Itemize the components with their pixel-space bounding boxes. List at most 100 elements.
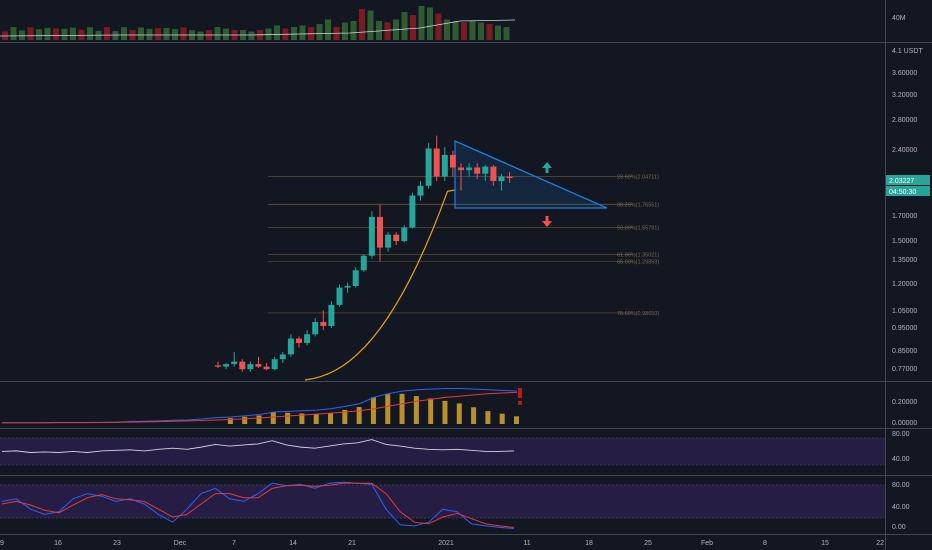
volume-bar xyxy=(36,29,42,40)
price-tick-label: 3.20000 xyxy=(892,92,917,99)
candle-body xyxy=(458,167,464,171)
candle-body xyxy=(417,185,424,196)
descending-triangle xyxy=(454,140,608,209)
macd-panel xyxy=(2,388,519,424)
candle-body xyxy=(441,154,448,177)
rsi-line xyxy=(1,439,515,453)
macd-hist-bar xyxy=(227,418,233,424)
volume-bar xyxy=(197,31,204,40)
macd-signal-line xyxy=(2,391,518,424)
volume-bar xyxy=(223,28,229,40)
macd-hist-bar xyxy=(242,416,248,424)
candle-body xyxy=(401,227,408,242)
macd-hist-bar xyxy=(270,412,276,424)
volume-bar xyxy=(350,21,357,40)
candle-body xyxy=(239,361,246,370)
candle-body xyxy=(360,255,367,271)
stoch-band xyxy=(0,485,885,518)
time-tick-label: Dec xyxy=(174,540,187,547)
volume-bar xyxy=(78,29,85,40)
countdown-tag: 04:50:30 xyxy=(886,186,930,196)
volume-bar xyxy=(61,28,68,40)
volume-bar xyxy=(325,19,331,40)
price-tick-label: 2.80000 xyxy=(892,117,917,124)
time-tick-label: 7 xyxy=(232,540,236,547)
price-axis: 40M 4.1 USDT 3.60000 3.20000 2.80000 2.4000… xyxy=(892,15,923,531)
candle-body xyxy=(247,364,254,370)
fib-label: 65.00%(1.29859) xyxy=(617,260,659,266)
macd-hist-bar xyxy=(413,396,419,424)
macd-hist-bar xyxy=(328,413,334,424)
price-tick-label: 0.95000 xyxy=(892,325,917,332)
alert-marker-icon xyxy=(518,388,522,405)
arrow-down-icon xyxy=(542,216,552,227)
volume-bar xyxy=(104,27,110,40)
volume-bar xyxy=(299,25,306,40)
volume-bar xyxy=(180,27,187,40)
candle-body xyxy=(490,166,497,182)
candle-body xyxy=(433,148,440,177)
volume-bar xyxy=(461,22,467,40)
candle-body xyxy=(368,216,375,256)
fib-label: 23.60%(2.04711) xyxy=(617,175,659,181)
time-tick-label: 11 xyxy=(523,540,530,547)
volume-bar xyxy=(410,15,416,40)
macd-hist-bar xyxy=(370,397,376,424)
stoch-tick-label: 40.00 xyxy=(892,504,910,511)
macd-hist-bar xyxy=(299,413,305,424)
time-axis: 9 16 23 Dec 7 14 21 2021 11 18 25 Feb 8 15 22 xyxy=(0,540,884,547)
triangle-resistance-line xyxy=(454,140,608,209)
rsi-panel xyxy=(1,439,515,453)
volume-bar xyxy=(342,22,348,40)
macd-tick-label: 0.20000 xyxy=(892,399,917,406)
price-tick-label: 2.40000 xyxy=(892,147,917,154)
volume-bar xyxy=(10,27,17,40)
volume-bar xyxy=(291,27,297,40)
price-tick-label: 1.20000 xyxy=(892,281,917,288)
macd-hist-bar xyxy=(514,416,519,424)
candle-body xyxy=(344,285,351,288)
time-tick-label: 21 xyxy=(348,540,356,547)
candle-body xyxy=(287,338,294,355)
volume-bar xyxy=(401,12,408,40)
stoch-tick-label: 80.00 xyxy=(892,482,910,489)
time-tick-label: 25 xyxy=(644,540,652,547)
rsi-band xyxy=(0,438,885,465)
volume-bar xyxy=(376,21,382,40)
time-tick-label: 23 xyxy=(113,540,121,547)
volume-bar xyxy=(452,21,459,40)
volume-bar xyxy=(214,27,221,40)
volume-bar xyxy=(163,28,170,40)
volume-bar xyxy=(146,28,153,40)
volume-bar xyxy=(155,28,161,40)
volume-bars xyxy=(0,6,516,40)
candle-body xyxy=(231,361,238,365)
macd-hist-bar xyxy=(356,407,362,424)
price-tick-label: 3.60000 xyxy=(892,70,917,77)
candle-body xyxy=(312,321,319,335)
volume-bar xyxy=(444,19,450,40)
volume-bar xyxy=(384,22,391,40)
fib-label: 78.60%(0.98650) xyxy=(617,311,659,317)
time-tick-label: Feb xyxy=(701,540,713,547)
time-tick-label: 15 xyxy=(821,540,829,547)
volume-bar xyxy=(435,13,442,40)
candle-body xyxy=(498,176,505,182)
macd-hist-bar xyxy=(399,393,405,424)
volume-axis-label: 40M xyxy=(892,15,906,22)
price-tick-label: 1.70000 xyxy=(892,213,917,220)
volume-bar xyxy=(172,29,178,40)
price-tick-label: 1.35000 xyxy=(892,257,917,264)
volume-bar xyxy=(87,27,93,40)
svg-text:04:50:30: 04:50:30 xyxy=(889,189,916,196)
candle-body xyxy=(466,167,473,171)
macd-hist-bar xyxy=(385,394,391,424)
time-tick-label: 14 xyxy=(289,540,297,547)
candle-body xyxy=(449,154,456,168)
candle-body xyxy=(296,338,302,343)
volume-bar xyxy=(70,27,76,40)
volume-bar xyxy=(367,10,374,40)
candle-body xyxy=(255,364,262,367)
